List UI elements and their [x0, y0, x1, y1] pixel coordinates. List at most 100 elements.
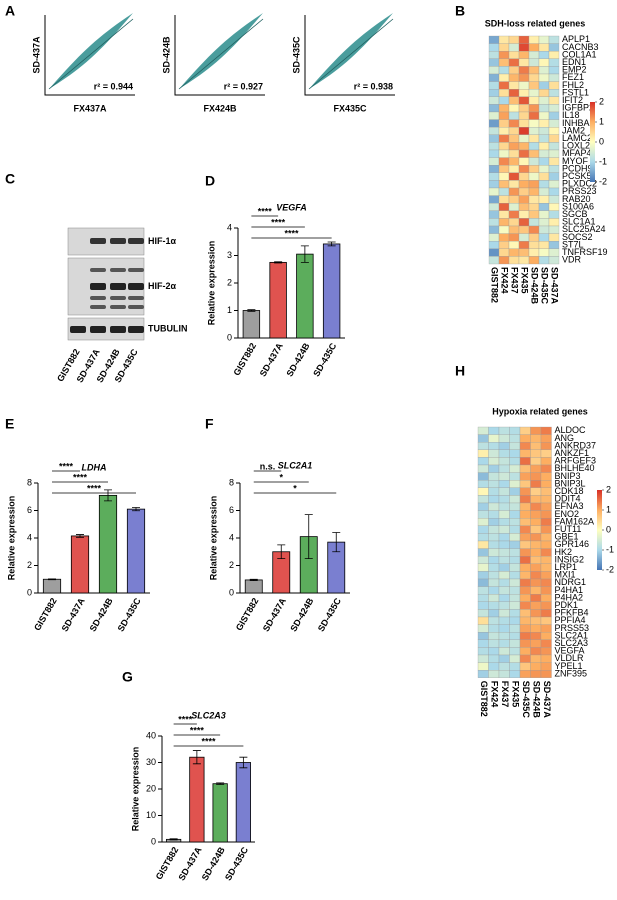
heatmap-cell — [477, 457, 489, 466]
heatmap-cell — [519, 548, 531, 557]
heatmap-cell — [509, 639, 521, 648]
heatmap-cell — [488, 51, 500, 59]
heatmap-cell — [528, 66, 540, 75]
heatmap-cell — [488, 472, 500, 481]
band-label: TUBULIN — [148, 323, 188, 333]
y-tick-label: 0 — [151, 836, 156, 846]
heatmap-cell — [477, 540, 489, 549]
heatmap-cell — [548, 187, 560, 196]
heatmap-cell — [548, 89, 560, 97]
heatmap-cell — [530, 594, 542, 602]
row-label: FEZ1 — [562, 72, 584, 82]
heatmap-cell — [540, 571, 552, 580]
row-label: FAM162A — [555, 516, 595, 526]
band — [110, 283, 126, 290]
heatmap-cell — [488, 35, 500, 44]
bar — [269, 261, 287, 339]
color-tick-label: -2 — [606, 564, 614, 574]
heatmap-cell — [530, 647, 542, 656]
heatmap-cell — [528, 127, 540, 135]
heatmap-cell — [528, 149, 540, 158]
heatmap-cell — [548, 165, 560, 173]
heatmap-cell — [548, 218, 560, 227]
diagonal — [178, 18, 264, 90]
row-label: S100A6 — [562, 201, 594, 211]
heatmap-cell — [488, 66, 500, 75]
heatmap-cell — [477, 442, 489, 450]
heatmap-cell — [508, 256, 520, 265]
error-bar — [249, 578, 258, 582]
row-label: MXI1 — [555, 570, 576, 580]
band — [90, 326, 106, 333]
heatmap-cell — [518, 172, 530, 181]
heatmap-cell — [519, 571, 531, 580]
heatmap-cell — [518, 142, 530, 151]
heatmap-cell — [540, 586, 552, 595]
heatmap-cell — [540, 457, 552, 466]
heatmap-cell — [530, 518, 542, 526]
band — [90, 268, 106, 272]
column-label: SD-424B — [530, 267, 540, 305]
heatmap-cell — [528, 35, 540, 44]
heatmap-cell — [508, 35, 520, 44]
heatmap-cell — [538, 119, 550, 128]
heatmap-cell — [528, 248, 540, 257]
row-label: ANKZF1 — [555, 448, 590, 458]
heatmap-cell — [477, 563, 489, 572]
heatmap-cell — [477, 632, 489, 640]
heatmap-cell — [498, 609, 510, 618]
heatmap-cell — [530, 609, 542, 618]
heatmap-cell — [530, 616, 542, 625]
row-label: SOCS2 — [562, 232, 593, 242]
heatmap-cell — [498, 616, 510, 625]
heatmap-cell — [498, 89, 510, 97]
row-label: JAM2 — [562, 125, 585, 135]
heatmap-cell — [538, 256, 550, 265]
heatmap-cell — [518, 218, 530, 227]
row-label: PFKFB4 — [555, 608, 589, 618]
y-tick-label: 4 — [27, 532, 32, 542]
heatmap-cell — [538, 165, 550, 173]
heatmap-cell — [498, 571, 510, 580]
heatmap-cell — [530, 632, 542, 640]
heatmap-cell — [488, 480, 500, 488]
heatmap-cell — [538, 218, 550, 227]
heatmap-cell — [498, 134, 510, 143]
heatmap-cell — [519, 457, 531, 466]
heatmap-cell — [548, 180, 560, 189]
heatmap-cell — [518, 187, 530, 196]
band — [110, 296, 126, 300]
heatmap-cell — [540, 518, 552, 526]
column-label: SD-435C — [521, 681, 531, 719]
heatmap-cell — [509, 510, 521, 519]
band — [128, 283, 144, 290]
heatmap-cell — [518, 233, 530, 242]
heatmap-cell — [528, 241, 540, 249]
heatmap-cell — [498, 563, 510, 572]
band — [90, 238, 106, 244]
heatmap-cell — [488, 609, 500, 618]
row-label: ALDOC — [555, 425, 587, 435]
heatmap-cell — [488, 548, 500, 557]
heatmap-cell — [488, 457, 500, 466]
bar — [235, 762, 251, 843]
row-label: LAMC2 — [562, 133, 592, 143]
heatmap-cell — [528, 58, 540, 67]
heatmap-cell — [508, 134, 520, 143]
heatmap-cell — [488, 434, 500, 443]
row-label: SLC25A24 — [562, 224, 606, 234]
heatmap-cell — [530, 624, 542, 633]
heatmap-cell — [519, 442, 531, 450]
heatmap-cell — [528, 256, 540, 265]
heatmap-cell — [538, 225, 550, 234]
heatmap-cell — [477, 472, 489, 481]
heatmap-cell — [540, 426, 552, 435]
bar — [242, 310, 261, 339]
heatmap-cell — [509, 601, 521, 610]
heatmap-cell — [518, 51, 530, 59]
error-bar — [300, 245, 309, 263]
heatmap-cell — [498, 654, 510, 663]
r-squared: r² = 0.938 — [354, 81, 393, 91]
heatmap-cell — [508, 187, 520, 196]
